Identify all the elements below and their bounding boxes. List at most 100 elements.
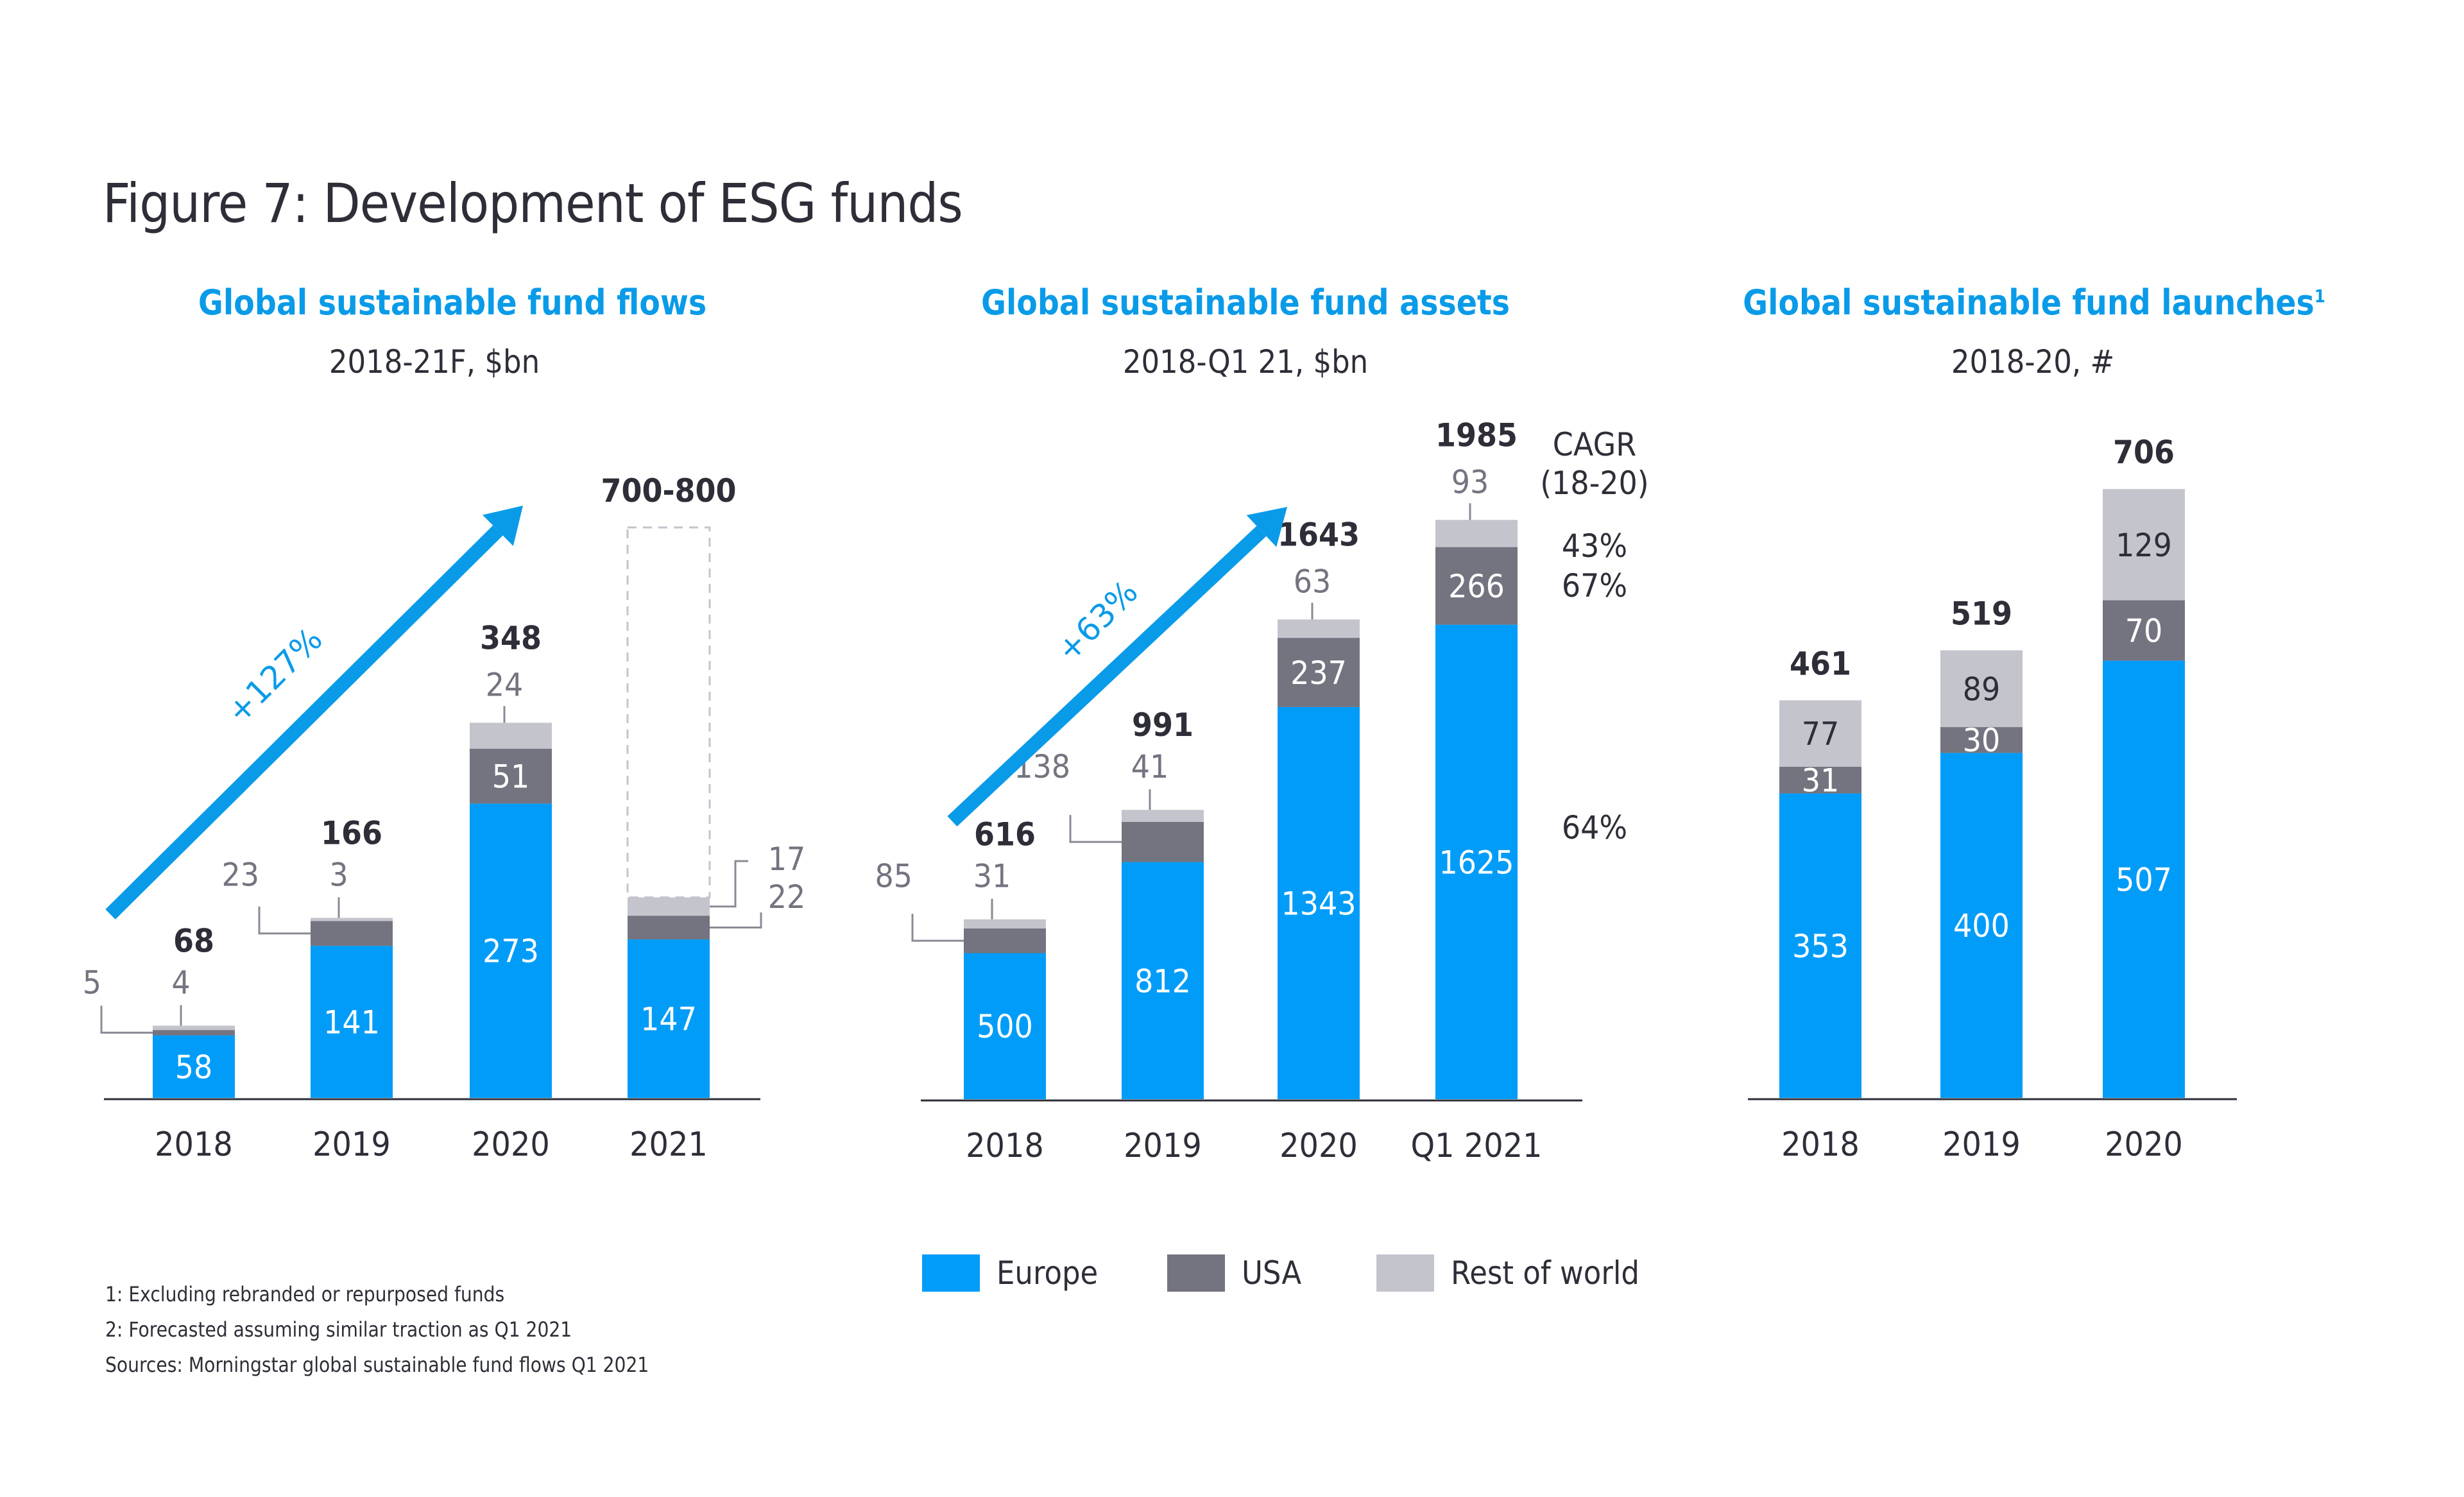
total-label-launches: 519: [1951, 595, 2012, 633]
data-label-rest-launches: 77: [1802, 715, 1840, 753]
footnote-1: 1: Excluding rebranded or repurposed fun…: [105, 1282, 505, 1306]
data-label-europe-launches: 507: [2116, 862, 2172, 899]
total-label-flows: 68: [173, 923, 214, 960]
legend-label-europe: Europe: [997, 1254, 1099, 1292]
data-label-usa-assets: 237: [1290, 654, 1347, 692]
data-label-usa-launches: 30: [1963, 722, 2001, 759]
bar-assets-europe-Q1-2021: [1435, 624, 1518, 1099]
data-label-europe-launches: 353: [1792, 928, 1849, 965]
data-label-rest-assets: 31: [973, 858, 1011, 895]
data-label-europe-flows: 58: [175, 1048, 213, 1086]
x-tick-label-assets: 2020: [1279, 1126, 1358, 1165]
data-label-usa-flows: 23: [221, 857, 259, 894]
bar-assets-usa-2020: [1278, 638, 1360, 707]
leader-line-usa: [100, 1005, 153, 1034]
chart-title-launches-text: Global sustainable fund launches: [1743, 282, 2314, 323]
leader-line-usa: [258, 906, 311, 935]
bar-launches-europe-2020: [2103, 660, 2185, 1098]
bar-assets-europe-2020: [1278, 706, 1360, 1099]
data-label-usa-assets: 85: [875, 858, 912, 895]
cagr-usa: 67%: [1562, 567, 1627, 604]
x-tick-label-assets: Q1 2021: [1410, 1126, 1542, 1165]
data-label-rest-assets: 63: [1294, 563, 1331, 601]
data-label-europe-assets: 500: [977, 1008, 1033, 1045]
legend-label-usa: USA: [1242, 1254, 1302, 1292]
x-tick-label-flows: 2018: [155, 1125, 233, 1163]
bar-launches-rest-of-world-2020: [2103, 489, 2185, 601]
cagr-europe: 64%: [1562, 809, 1627, 846]
x-tick-label-assets: 2019: [1124, 1126, 1202, 1165]
legend: Rest of world: [1376, 1254, 1661, 1292]
bar-assets-rest-of-world-Q1-2021: [1435, 520, 1518, 547]
data-label-rest-flows: 17: [768, 841, 806, 878]
leader-line-usa: [1069, 815, 1122, 843]
data-label-usa-assets: 266: [1448, 568, 1505, 605]
bar-flows-usa-2019: [311, 921, 393, 946]
x-tick-label-launches: 2018: [1781, 1125, 1860, 1163]
bar-flows-rest-of-world-2021: [628, 897, 710, 916]
x-tick-label-flows: 2020: [472, 1125, 550, 1163]
total-label-assets: 1643: [1278, 517, 1360, 554]
footnote-sources: Sources: Morningstar global sustainable …: [105, 1353, 649, 1377]
total-label-assets: 991: [1132, 706, 1194, 744]
total-label-flows: 348: [480, 620, 542, 657]
cagr-period: (18-20): [1540, 465, 1649, 502]
footnote-2: 2: Forecasted assuming similar traction …: [105, 1317, 572, 1342]
bar-assets-europe-2019: [1122, 862, 1204, 1099]
data-label-rest-flows: 24: [486, 667, 524, 704]
data-label-europe-assets: 1343: [1281, 885, 1356, 923]
x-tick-label-assets: 2018: [966, 1126, 1044, 1165]
bar-assets-rest-of-world-2019: [1122, 810, 1204, 822]
bar-assets-usa-2018: [964, 928, 1046, 954]
data-label-usa-flows: 51: [492, 758, 530, 796]
chart-subtitle-launches: 2018-20, #: [1951, 343, 2115, 381]
data-label-rest-launches: 89: [1963, 671, 2001, 708]
bar-assets-usa-2019: [1122, 821, 1204, 862]
x-tick-label-launches: 2020: [2105, 1125, 2183, 1163]
legend: USA: [1167, 1254, 1308, 1292]
total-label-assets: 1985: [1435, 416, 1518, 454]
data-label-europe-flows: 273: [483, 933, 539, 970]
legend: Europe: [922, 1254, 1109, 1292]
cagr-rest: 43%: [1562, 527, 1627, 565]
bar-flows-rest-of-world-2020: [470, 723, 552, 749]
x-tick-label-flows: 2021: [629, 1125, 708, 1163]
leader-line-usa: [710, 912, 762, 929]
data-label-rest-launches: 129: [2116, 527, 2172, 564]
bar-assets-rest-of-world-2020: [1278, 619, 1360, 638]
data-label-europe-assets: 812: [1134, 962, 1191, 1000]
bar-assets-rest-of-world-2018: [964, 919, 1046, 928]
forecast-range-box: [626, 526, 711, 899]
legend-swatch-rest: [1376, 1254, 1434, 1292]
data-label-rest-assets: 41: [1131, 748, 1169, 785]
data-label-europe-launches: 400: [1953, 907, 2010, 945]
cagr-header: CAGR: [1553, 426, 1636, 463]
data-label-rest-assets: 93: [1451, 463, 1489, 500]
bar-launches-usa-2019: [1940, 727, 2023, 753]
data-label-usa-launches: 31: [1802, 762, 1840, 800]
data-label-europe-flows: 141: [323, 1004, 380, 1041]
data-label-europe-flows: 147: [640, 1001, 697, 1038]
bar-assets-europe-2018: [964, 953, 1046, 1099]
total-label-assets: 616: [974, 816, 1036, 853]
bar-launches-rest-of-world-2018: [1779, 700, 1861, 767]
bar-launches-europe-2018: [1779, 793, 1861, 1098]
bar-launches-usa-2020: [2103, 600, 2185, 661]
bar-flows-europe-2021: [628, 939, 710, 1098]
bar-flows-europe-2018: [153, 1035, 235, 1098]
bar-flows-europe-2019: [311, 946, 393, 1098]
data-label-rest-flows: 4: [171, 964, 190, 1002]
footnotes: 1: Excluding rebranded or repurposed fun…: [105, 1277, 723, 1383]
bar-flows-usa-2020: [470, 748, 552, 804]
bar-flows-usa-2021: [628, 916, 710, 940]
bar-launches-rest-of-world-2019: [1940, 650, 2023, 728]
bar-flows-europe-2020: [470, 803, 552, 1098]
chart-title-assets: Global sustainable fund assets: [980, 282, 1510, 323]
total-label-flows: 700-800: [601, 472, 736, 509]
data-label-usa-launches: 70: [2125, 613, 2163, 650]
leader-line-rest: [710, 860, 748, 908]
legend-swatch-usa: [1167, 1254, 1225, 1292]
data-label-rest-flows: 3: [329, 857, 348, 894]
bar-launches-europe-2019: [1940, 753, 2023, 1098]
